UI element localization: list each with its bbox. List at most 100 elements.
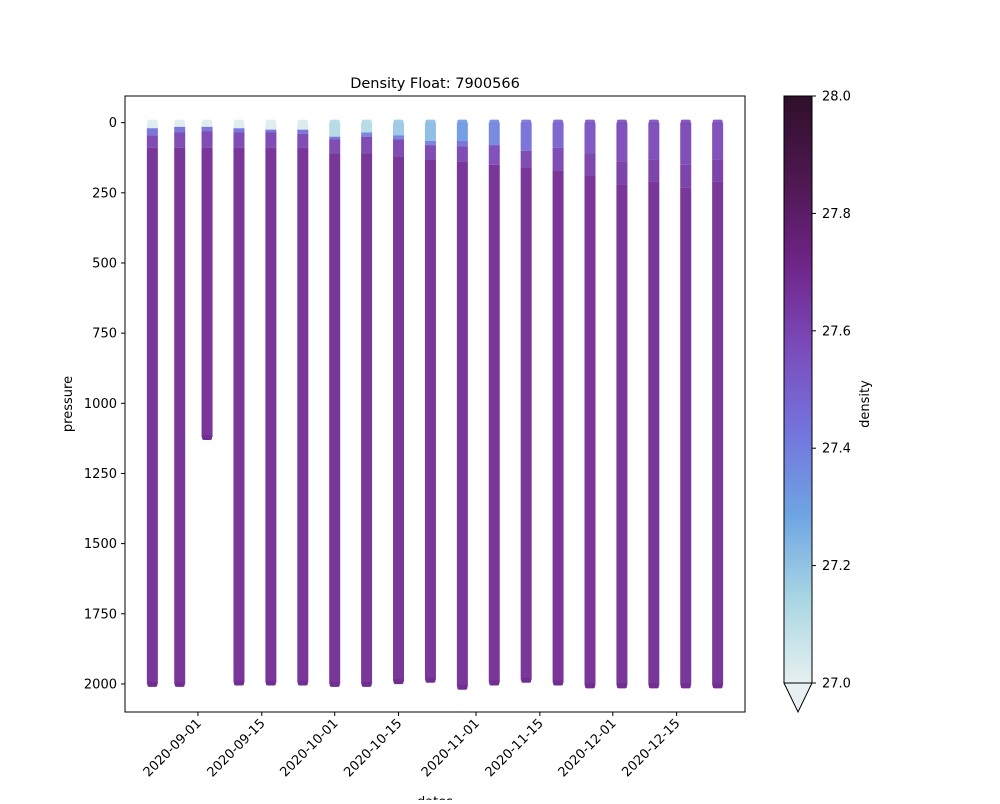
- profile-segment: [174, 126, 186, 133]
- profile-2020-08-28: [174, 119, 186, 687]
- colorbar-tick-label: 27.4: [822, 442, 851, 457]
- profile-bottom-cap: [712, 683, 723, 689]
- profile-segment: [552, 122, 564, 148]
- profile-segment: [648, 159, 660, 182]
- y-tick-label: 1500: [84, 537, 117, 552]
- profile-top-cap: [425, 119, 436, 124]
- x-tick-label: 2020-09-15: [205, 716, 269, 780]
- profile-bottom-cap: [174, 681, 185, 687]
- y-axis: 0 250 500 750 1000 1250 1500 1750 2000: [84, 116, 125, 692]
- profile-bottom-cap: [616, 683, 627, 689]
- profile-2020-11-26: [584, 119, 596, 689]
- profile-top-cap: [648, 119, 659, 124]
- profile-segment: [201, 147, 213, 437]
- profile-2020-09-03: [201, 119, 213, 440]
- profile-2020-10-01: [329, 119, 341, 687]
- profile-segment: [265, 122, 277, 130]
- profile-segment: [174, 147, 186, 684]
- profile-2020-09-10: [233, 119, 245, 686]
- profile-segment: [584, 153, 596, 176]
- profile-segment: [488, 122, 500, 146]
- profile-segment: [329, 139, 341, 154]
- colorbar-tick-label: 27.0: [822, 677, 851, 692]
- profile-bottom-cap: [489, 680, 500, 686]
- profile-segment: [520, 150, 532, 168]
- profile-top-cap: [233, 119, 244, 124]
- profile-segment: [393, 122, 405, 136]
- profile-segment: [233, 147, 245, 683]
- profile-segment: [424, 122, 436, 141]
- profile-bottom-cap: [297, 680, 308, 686]
- x-tick-label: 2020-10-15: [341, 716, 405, 780]
- profile-segment: [174, 132, 186, 148]
- profile-top-cap: [147, 119, 158, 124]
- colorbar-tick-label: 27.6: [822, 324, 851, 339]
- profile-segment: [712, 122, 724, 160]
- y-tick-label: 250: [92, 186, 117, 201]
- profile-segment: [584, 122, 596, 154]
- profile-2020-12-24: [712, 119, 724, 689]
- profile-segment: [488, 145, 500, 165]
- y-tick-label: 1000: [84, 397, 117, 412]
- profile-top-cap: [297, 119, 308, 124]
- profile-segment: [361, 122, 373, 133]
- x-tick-label: 2020-12-15: [619, 716, 683, 780]
- profile-2020-10-22: [424, 119, 436, 683]
- profile-top-cap: [616, 119, 627, 124]
- profile-segment: [146, 147, 158, 684]
- profile-bottom-cap: [202, 434, 213, 440]
- colorbar: 27.0 27.2 27.4 27.6 27.8 28.0 density: [783, 90, 873, 714]
- profile-bottom-cap: [361, 681, 372, 687]
- profile-top-cap: [521, 119, 532, 124]
- profile-segment: [520, 122, 532, 151]
- profile-segment: [393, 135, 405, 140]
- profile-segment: [680, 122, 692, 165]
- profile-top-cap: [265, 119, 276, 124]
- profile-top-cap: [489, 119, 500, 124]
- profile-2020-10-15: [393, 119, 405, 685]
- profile-segment: [456, 161, 468, 687]
- colorbar-extend-min: [783, 682, 813, 714]
- y-axis-label: pressure: [61, 376, 76, 432]
- x-tick-label: 2020-10-01: [277, 716, 341, 780]
- profile-segment: [201, 126, 213, 132]
- x-axis: 2020-09-01 2020-09-15 2020-10-01 2020-10-15…: [141, 712, 683, 780]
- profile-bottom-cap: [233, 680, 244, 686]
- profile-segment: [146, 122, 158, 129]
- profile-bottom-cap: [553, 680, 564, 686]
- colorbar-label: density: [858, 380, 873, 428]
- profile-2020-12-03: [616, 119, 628, 689]
- profile-segment: [424, 159, 436, 680]
- profile-2020-10-08: [361, 119, 373, 687]
- profile-segment: [680, 187, 692, 686]
- profile-segment: [552, 170, 564, 683]
- x-axis-label: dates: [417, 795, 453, 800]
- profile-segment: [424, 140, 436, 146]
- profile-segment: [146, 135, 158, 148]
- colorbar-gradient: [784, 96, 812, 683]
- profile-top-cap: [174, 119, 185, 124]
- profile-segment: [456, 122, 468, 141]
- profile-2020-11-12: [520, 119, 532, 683]
- profile-segment: [297, 129, 309, 134]
- profile-segment: [265, 129, 277, 133]
- y-tick-label: 750: [92, 327, 117, 342]
- profile-2020-09-17: [265, 119, 277, 686]
- x-tick-label: 2020-11-01: [419, 716, 483, 780]
- profile-segment: [648, 122, 660, 160]
- profile-bottom-cap: [425, 677, 436, 683]
- profile-top-cap: [457, 119, 468, 124]
- profile-top-cap: [585, 119, 595, 124]
- profile-segment: [712, 159, 724, 182]
- profile-segment: [265, 147, 277, 683]
- profile-segment: [297, 147, 309, 683]
- profile-top-cap: [361, 119, 372, 124]
- profile-bottom-cap: [648, 683, 659, 689]
- profile-segment: [456, 140, 468, 147]
- profile-bottom-cap: [265, 680, 276, 686]
- profile-bottom-cap: [680, 683, 691, 689]
- y-tick-label: 500: [92, 256, 117, 271]
- profile-segment: [329, 122, 341, 137]
